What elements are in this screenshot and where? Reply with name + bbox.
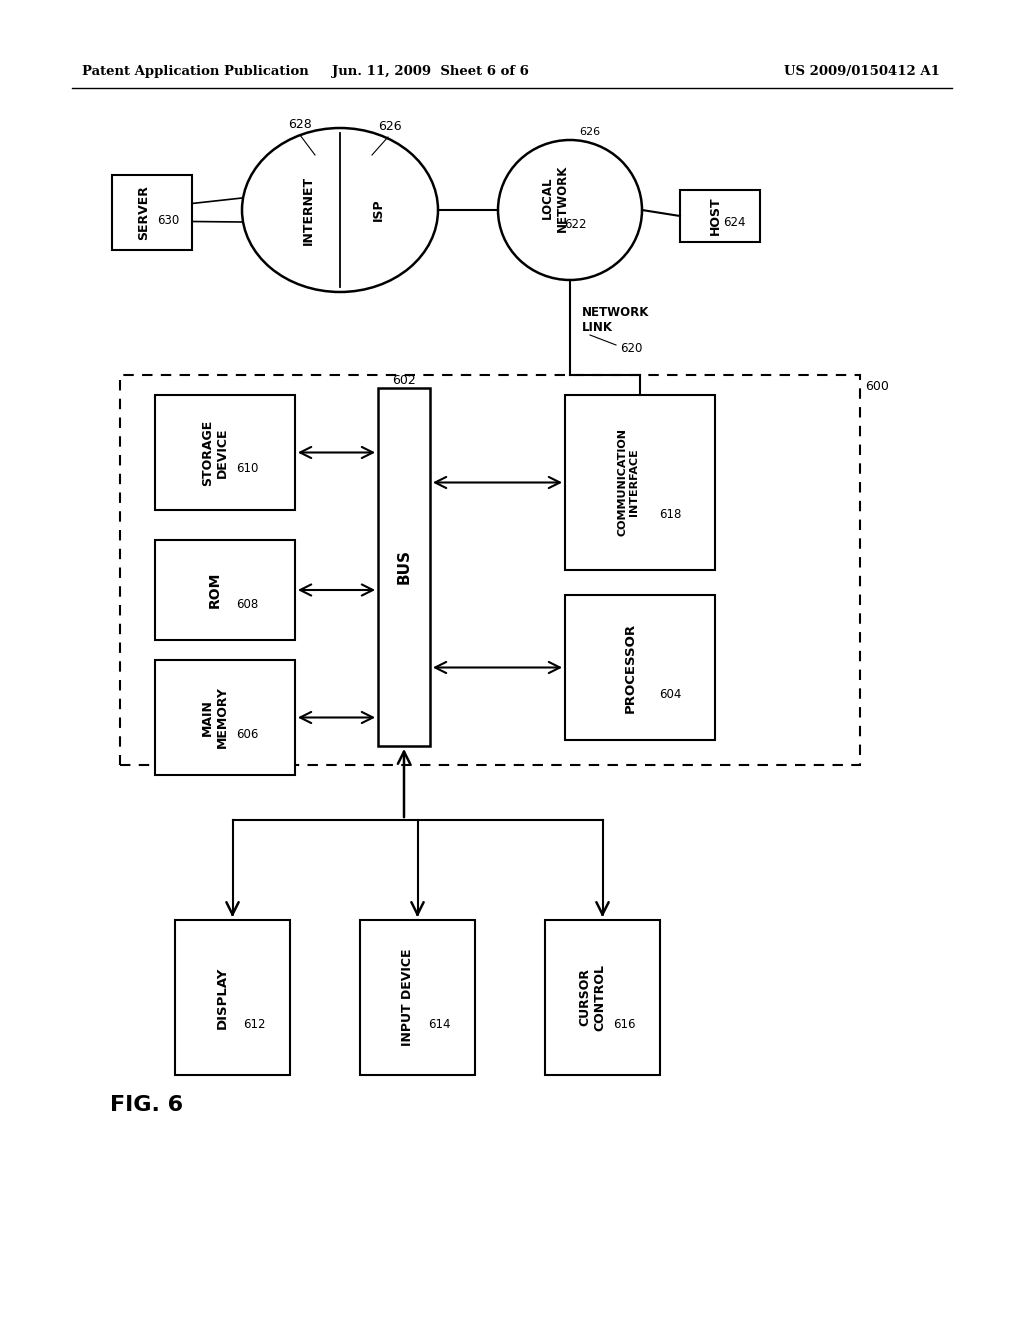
Text: BUS: BUS <box>396 549 412 585</box>
Bar <box>112 176 193 249</box>
Ellipse shape <box>242 128 438 292</box>
Ellipse shape <box>498 140 642 280</box>
Bar <box>155 540 295 640</box>
Text: HOST: HOST <box>709 197 722 235</box>
Text: CURSOR
CONTROL: CURSOR CONTROL <box>579 964 606 1031</box>
Text: 602: 602 <box>392 374 416 387</box>
Bar <box>155 395 295 510</box>
Bar <box>175 920 290 1074</box>
Bar <box>545 920 660 1074</box>
Bar <box>378 388 430 746</box>
Text: COMMUNICATION
INTERFACE: COMMUNICATION INTERFACE <box>617 429 639 536</box>
Text: 624: 624 <box>723 216 745 228</box>
Text: 604: 604 <box>658 688 681 701</box>
Text: 616: 616 <box>613 1018 636 1031</box>
Text: NETWORK
LINK: NETWORK LINK <box>582 306 649 334</box>
Text: Jun. 11, 2009  Sheet 6 of 6: Jun. 11, 2009 Sheet 6 of 6 <box>332 66 528 78</box>
Bar <box>120 375 860 766</box>
Text: 610: 610 <box>236 462 258 475</box>
Text: 606: 606 <box>236 727 258 741</box>
Text: 600: 600 <box>865 380 889 393</box>
Text: STORAGE
DEVICE: STORAGE DEVICE <box>201 420 229 486</box>
Text: 620: 620 <box>620 342 642 355</box>
Text: 622: 622 <box>564 218 587 231</box>
Text: 614: 614 <box>428 1018 451 1031</box>
Text: 626: 626 <box>580 127 600 137</box>
Bar <box>360 920 475 1074</box>
Text: INPUT DEVICE: INPUT DEVICE <box>401 949 414 1047</box>
Text: PROCESSOR: PROCESSOR <box>624 623 637 713</box>
Text: ROM: ROM <box>208 572 222 609</box>
Text: 612: 612 <box>244 1018 266 1031</box>
Text: INTERNET: INTERNET <box>301 176 314 244</box>
Text: SERVER: SERVER <box>137 185 151 240</box>
Bar <box>565 595 715 741</box>
Bar <box>155 660 295 775</box>
Text: LOCAL
NETWORK: LOCAL NETWORK <box>541 164 569 232</box>
Text: 608: 608 <box>236 598 258 611</box>
Text: ISP: ISP <box>372 199 384 222</box>
Text: US 2009/0150412 A1: US 2009/0150412 A1 <box>784 66 940 78</box>
Bar <box>565 395 715 570</box>
Text: 626: 626 <box>378 120 401 133</box>
Text: 628: 628 <box>288 117 312 131</box>
Text: FIG. 6: FIG. 6 <box>110 1096 183 1115</box>
Text: MAIN
MEMORY: MAIN MEMORY <box>201 686 229 748</box>
Text: DISPLAY: DISPLAY <box>216 966 229 1028</box>
Text: 630: 630 <box>157 214 179 227</box>
Text: Patent Application Publication: Patent Application Publication <box>82 66 309 78</box>
Text: 618: 618 <box>658 507 681 520</box>
Bar <box>680 190 760 242</box>
